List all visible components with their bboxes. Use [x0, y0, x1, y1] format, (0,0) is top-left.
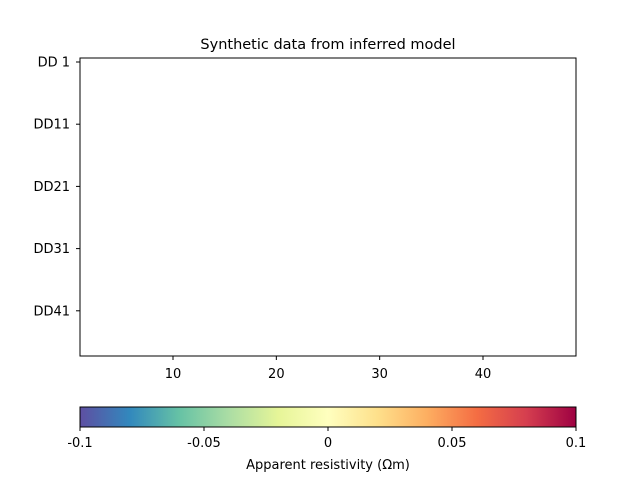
- colorbar-tick-label: -0.05: [187, 436, 221, 451]
- y-axis: DD 1 DD11 DD21 DD31 DD41: [33, 56, 80, 319]
- chart-title: Synthetic data from inferred model: [200, 37, 455, 53]
- colorbar-tick-label: 0: [324, 436, 332, 451]
- x-tick-label: 40: [475, 367, 492, 382]
- colorbar-tick-label: -0.1: [67, 436, 92, 451]
- y-tick-label: DD41: [33, 304, 70, 319]
- y-tick-label: DD31: [33, 242, 70, 257]
- colorbar-axis: -0.1 -0.05 0 0.05 0.1: [67, 427, 586, 451]
- x-tick-label: 20: [268, 367, 285, 382]
- x-tick-label: 30: [371, 367, 388, 382]
- colorbar-tick-label: 0.05: [438, 436, 467, 451]
- x-tick-label: 10: [165, 367, 182, 382]
- y-tick-label: DD 1: [38, 56, 70, 71]
- colorbar: [79, 406, 577, 428]
- x-axis: 10 20 30 40: [165, 356, 492, 382]
- plot-area: [79, 57, 577, 357]
- colorbar-label: Apparent resistivity (Ωm): [246, 458, 410, 473]
- y-tick-label: DD21: [33, 180, 70, 195]
- colorbar-tick-label: 0.1: [566, 436, 587, 451]
- y-tick-label: DD11: [33, 118, 70, 133]
